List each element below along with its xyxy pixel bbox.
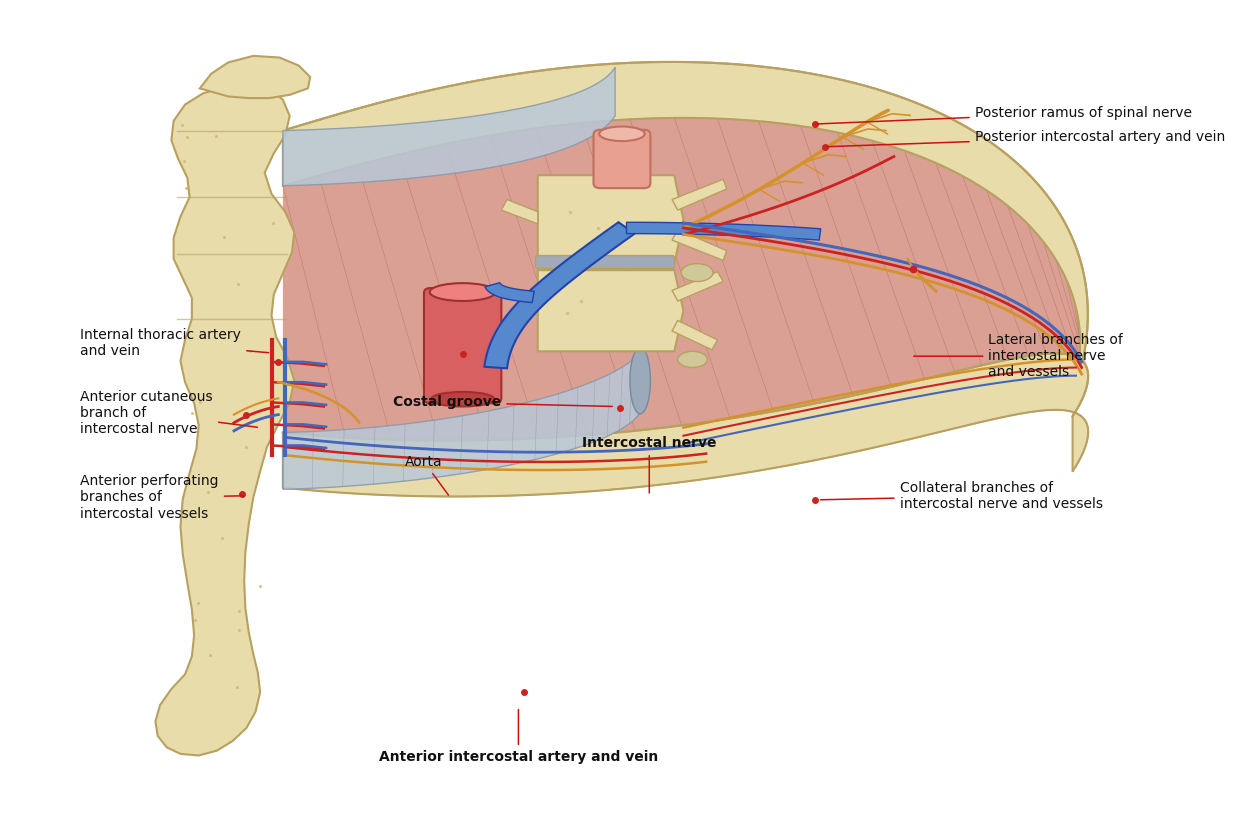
Polygon shape <box>501 199 538 224</box>
Text: Anterior cutaneous
branch of
intercostal nerve: Anterior cutaneous branch of intercostal… <box>80 389 258 437</box>
Text: Posterior ramus of spinal nerve: Posterior ramus of spinal nerve <box>818 106 1191 124</box>
FancyBboxPatch shape <box>424 288 501 403</box>
Ellipse shape <box>678 351 707 367</box>
Polygon shape <box>282 118 1089 441</box>
Polygon shape <box>672 272 724 301</box>
Text: Aorta: Aorta <box>405 454 449 495</box>
Text: Costal groove: Costal groove <box>392 395 612 410</box>
FancyBboxPatch shape <box>594 130 650 188</box>
Polygon shape <box>485 283 534 302</box>
Polygon shape <box>626 222 821 240</box>
Text: Lateral branches of
intercostal nerve
and vessels: Lateral branches of intercostal nerve an… <box>914 333 1124 380</box>
Ellipse shape <box>681 263 712 281</box>
Polygon shape <box>484 222 635 368</box>
Text: Anterior intercostal artery and vein: Anterior intercostal artery and vein <box>379 710 658 764</box>
Text: Intercostal nerve: Intercostal nerve <box>582 436 716 493</box>
Text: Collateral branches of
intercostal nerve and vessels: Collateral branches of intercostal nerve… <box>820 480 1102 511</box>
Polygon shape <box>672 179 726 210</box>
Polygon shape <box>672 229 726 260</box>
Text: Anterior perforating
branches of
intercostal vessels: Anterior perforating branches of interco… <box>80 474 244 520</box>
Text: Posterior intercostal artery and vein: Posterior intercostal artery and vein <box>828 130 1225 146</box>
Polygon shape <box>282 354 1089 497</box>
Polygon shape <box>282 348 644 489</box>
Ellipse shape <box>431 392 495 406</box>
Polygon shape <box>155 87 294 755</box>
Polygon shape <box>672 320 717 350</box>
Ellipse shape <box>430 283 496 301</box>
Ellipse shape <box>630 347 650 414</box>
FancyBboxPatch shape <box>535 255 674 268</box>
Polygon shape <box>200 56 310 98</box>
Polygon shape <box>538 270 684 351</box>
Polygon shape <box>282 67 615 185</box>
Ellipse shape <box>599 127 645 141</box>
Polygon shape <box>282 62 1088 389</box>
Text: Internal thoracic artery
and vein: Internal thoracic artery and vein <box>80 328 269 359</box>
Polygon shape <box>538 175 684 264</box>
